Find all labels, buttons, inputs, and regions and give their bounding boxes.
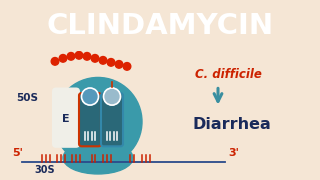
Circle shape <box>103 88 121 105</box>
Circle shape <box>91 55 99 62</box>
Text: 30S: 30S <box>34 165 55 175</box>
Circle shape <box>59 55 67 62</box>
Circle shape <box>75 51 83 59</box>
FancyBboxPatch shape <box>52 87 80 148</box>
Circle shape <box>107 58 115 66</box>
Circle shape <box>67 53 75 60</box>
Circle shape <box>99 57 107 64</box>
Ellipse shape <box>63 142 133 174</box>
FancyBboxPatch shape <box>79 93 101 146</box>
Circle shape <box>123 63 131 70</box>
Text: Diarrhea: Diarrhea <box>192 117 271 132</box>
Text: 50S: 50S <box>16 93 38 103</box>
Text: 5': 5' <box>12 148 23 158</box>
Circle shape <box>51 58 59 65</box>
Circle shape <box>115 60 123 68</box>
Circle shape <box>54 77 142 166</box>
Text: E: E <box>62 114 70 124</box>
Circle shape <box>83 53 91 60</box>
Circle shape <box>82 88 99 105</box>
Text: C. difficile: C. difficile <box>195 68 262 81</box>
Text: 3': 3' <box>228 148 239 158</box>
FancyBboxPatch shape <box>101 93 123 146</box>
Text: CLINDAMYCIN: CLINDAMYCIN <box>46 12 274 40</box>
